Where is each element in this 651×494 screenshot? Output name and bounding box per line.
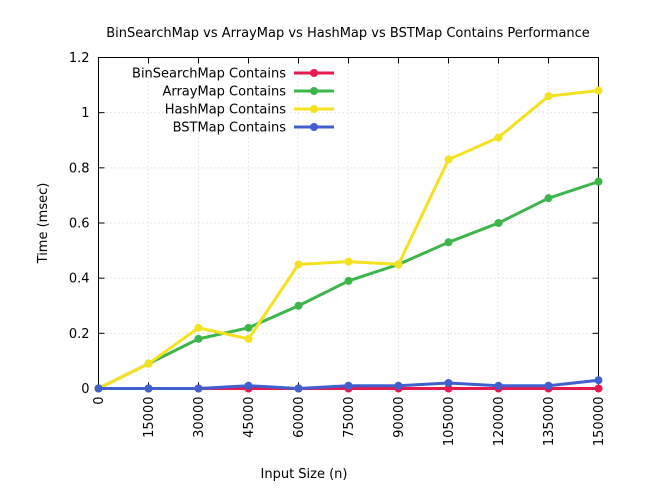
data-point <box>294 260 303 269</box>
x-tick-label: 45000 <box>242 397 257 438</box>
grid <box>98 57 599 389</box>
data-point <box>244 381 253 390</box>
data-point <box>244 323 253 332</box>
data-point <box>544 381 553 390</box>
x-tick-label: 120000 <box>492 397 507 447</box>
legend-item: ArrayMap Contains <box>162 85 334 100</box>
y-axis: 0 0.2 0.4 0.6 0.8 1 1.2 <box>69 51 599 397</box>
data-point <box>444 384 453 393</box>
legend: BinSearchMap Contains ArrayMap Contains Ha… <box>132 67 334 136</box>
y-tick-label: 0 <box>81 382 89 397</box>
data-point <box>294 301 303 310</box>
data-point <box>394 260 403 269</box>
data-point <box>144 359 153 368</box>
x-tick-label: 30000 <box>192 397 207 438</box>
y-tick-label: 0.6 <box>69 217 90 232</box>
x-axis-label: Input Size (n) <box>261 467 348 482</box>
x-tick-label: 75000 <box>342 397 357 438</box>
data-point <box>144 384 153 393</box>
legend-label: HashMap Contains <box>165 103 287 118</box>
data-point <box>344 381 353 390</box>
x-tick-label: 150000 <box>592 397 607 447</box>
series-hashmap-contains <box>94 86 603 393</box>
data-point <box>494 133 503 142</box>
y-tick-label: 0.4 <box>69 272 90 287</box>
data-point <box>594 177 603 186</box>
y-tick-label: 0.2 <box>69 327 90 342</box>
data-point <box>494 381 503 390</box>
y-axis-label: Time (msec) <box>36 183 51 265</box>
series-group <box>94 86 603 393</box>
data-point <box>294 384 303 393</box>
data-point <box>544 92 553 101</box>
x-tick-label: 15000 <box>142 397 157 438</box>
data-point <box>544 194 553 203</box>
x-tick-label: 105000 <box>442 397 457 447</box>
chart-title: BinSearchMap vs ArrayMap vs HashMap vs B… <box>106 26 590 41</box>
data-point <box>244 334 253 343</box>
legend-label: BSTMap Contains <box>173 121 287 136</box>
data-point <box>344 257 353 266</box>
y-tick-label: 1.2 <box>69 51 90 66</box>
data-point <box>394 381 403 390</box>
x-tick-label: 0 <box>92 397 107 405</box>
data-point <box>594 376 603 385</box>
legend-label: ArrayMap Contains <box>162 85 286 100</box>
legend-item: HashMap Contains <box>165 103 334 118</box>
legend-marker <box>310 87 318 95</box>
x-tick-label: 90000 <box>392 397 407 438</box>
legend-label: BinSearchMap Contains <box>132 67 286 82</box>
data-point <box>594 384 603 393</box>
x-tick-label: 135000 <box>542 397 557 447</box>
y-tick-label: 1 <box>81 106 89 121</box>
legend-item: BSTMap Contains <box>173 121 334 136</box>
data-point <box>444 238 453 247</box>
data-point <box>494 219 503 227</box>
x-axis: 0 15000 30000 45000 60000 75000 90000 105000 120… <box>92 57 607 447</box>
series-bstmap-contains <box>94 376 603 393</box>
legend-marker <box>310 69 318 77</box>
data-point <box>194 323 203 332</box>
data-point <box>194 384 203 393</box>
series-line <box>97 180 600 390</box>
data-point <box>444 155 453 164</box>
legend-marker <box>310 105 318 113</box>
data-point <box>194 334 203 343</box>
data-point <box>444 378 453 387</box>
data-point <box>344 276 353 285</box>
legend-item: BinSearchMap Contains <box>132 67 334 82</box>
data-point <box>94 384 103 393</box>
x-tick-label: 60000 <box>292 397 307 438</box>
y-tick-label: 0.8 <box>69 161 90 176</box>
legend-marker <box>310 123 318 131</box>
data-point <box>594 86 603 95</box>
